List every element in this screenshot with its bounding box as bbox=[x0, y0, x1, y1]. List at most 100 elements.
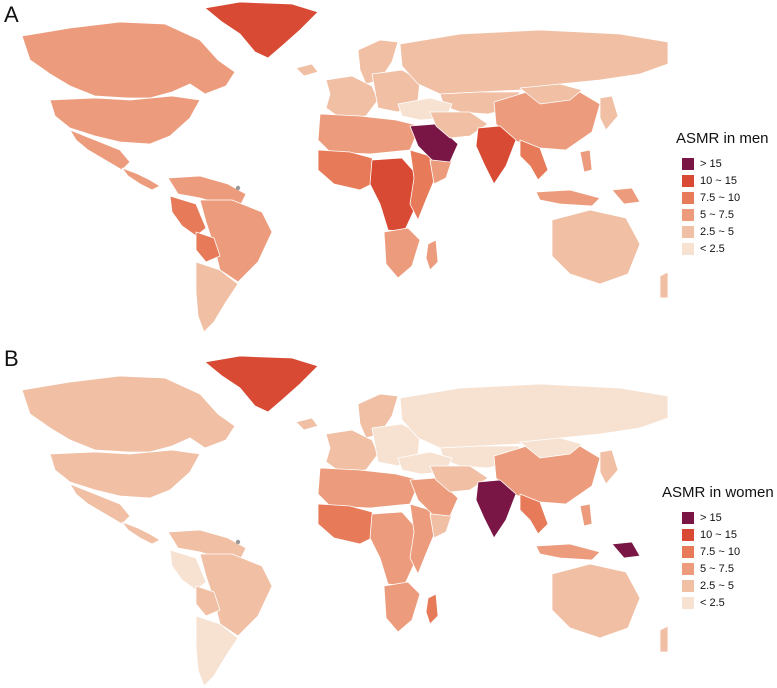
legend-item: < 2.5 bbox=[682, 594, 774, 611]
region-philippines bbox=[579, 503, 593, 527]
region-southern-africa bbox=[383, 581, 421, 633]
legend-item: 7.5 ~ 10 bbox=[682, 189, 769, 206]
region-usa bbox=[49, 449, 201, 499]
region-central-africa bbox=[369, 511, 419, 587]
legend-title: ASMR in women bbox=[662, 484, 774, 501]
region-central-africa bbox=[369, 157, 419, 233]
region-mongolia bbox=[519, 437, 583, 459]
region-western-europe bbox=[325, 75, 379, 119]
legend-label: 5 ~ 7.5 bbox=[700, 208, 734, 221]
legend-swatch bbox=[682, 511, 694, 524]
legend-swatch bbox=[682, 208, 694, 221]
region-horn-africa bbox=[429, 159, 453, 185]
region-north-africa bbox=[317, 467, 421, 509]
region-madagascar bbox=[425, 239, 439, 271]
legend-title: ASMR in men bbox=[676, 130, 769, 147]
region-iceland bbox=[295, 63, 319, 77]
region-greenland bbox=[204, 355, 319, 413]
region-southeast-asia bbox=[519, 493, 549, 535]
region-bolivia bbox=[195, 585, 221, 617]
region-madagascar bbox=[425, 593, 439, 625]
legend-item: 10 ~ 15 bbox=[682, 172, 769, 189]
legend-label: 2.5 ~ 5 bbox=[700, 225, 734, 238]
legend-label: 5 ~ 7.5 bbox=[700, 562, 734, 575]
region-new-zealand bbox=[659, 625, 669, 653]
region-brazil bbox=[199, 553, 273, 637]
region-iran-middle-east bbox=[429, 111, 489, 139]
region-west-africa bbox=[317, 149, 381, 191]
region-south-america-south bbox=[195, 261, 239, 333]
legend-swatch bbox=[682, 579, 694, 592]
region-central-america bbox=[121, 167, 161, 191]
legend-item: 7.5 ~ 10 bbox=[682, 543, 774, 560]
region-russia bbox=[399, 383, 669, 449]
region-greenland bbox=[204, 1, 319, 59]
region-iceland bbox=[295, 417, 319, 431]
legend-swatch bbox=[682, 562, 694, 575]
legend-item: > 15 bbox=[682, 509, 774, 526]
legend-label: 10 ~ 15 bbox=[700, 174, 738, 187]
region-png bbox=[611, 187, 641, 205]
legend-swatch bbox=[682, 174, 694, 187]
legend-label: 7.5 ~ 10 bbox=[700, 191, 741, 204]
legend-item: > 15 bbox=[682, 155, 769, 172]
legend-swatch bbox=[682, 545, 694, 558]
region-brazil bbox=[199, 199, 273, 283]
region-india bbox=[475, 125, 517, 185]
region-india bbox=[475, 479, 517, 539]
legend-label: < 2.5 bbox=[700, 242, 725, 255]
legend-item: < 2.5 bbox=[682, 240, 769, 257]
region-australia bbox=[551, 563, 641, 639]
region-mexico bbox=[69, 483, 131, 525]
region-central-america bbox=[121, 521, 161, 545]
region-japan-korea bbox=[599, 95, 619, 131]
legend-item: 10 ~ 15 bbox=[682, 526, 774, 543]
legend-items: > 15 10 ~ 15 7.5 ~ 10 5 ~ 7.5 2.5 ~ 5 < 2.5 bbox=[676, 155, 769, 257]
region-philippines bbox=[579, 149, 593, 173]
region-horn-africa bbox=[429, 513, 453, 539]
legend-item: 2.5 ~ 5 bbox=[682, 223, 769, 240]
region-mongolia bbox=[519, 83, 583, 105]
region-nodata bbox=[235, 539, 241, 545]
legend-swatch bbox=[682, 191, 694, 204]
region-scandinavia bbox=[357, 39, 399, 85]
region-new-zealand bbox=[659, 271, 669, 299]
legend-swatch bbox=[682, 225, 694, 238]
legend-items: > 15 10 ~ 15 7.5 ~ 10 5 ~ 7.5 2.5 ~ 5 < 2.5 bbox=[662, 509, 774, 611]
world-map-men bbox=[21, 1, 669, 333]
legend-label: < 2.5 bbox=[700, 596, 725, 609]
panel-a: A ASMR in men > 15 10 ~ 15 7.5 ~ 10 5 ~ 7.5… bbox=[0, 0, 777, 334]
region-australia bbox=[551, 209, 641, 285]
region-north-africa bbox=[317, 113, 421, 155]
legend-label: > 15 bbox=[700, 511, 722, 524]
legend-swatch bbox=[682, 157, 694, 170]
region-russia bbox=[399, 29, 669, 95]
panel-letter: A bbox=[4, 2, 19, 27]
legend-item: 2.5 ~ 5 bbox=[682, 577, 774, 594]
region-indonesia bbox=[535, 543, 601, 561]
region-canada bbox=[21, 21, 236, 99]
region-usa bbox=[49, 95, 201, 145]
region-western-europe bbox=[325, 429, 379, 473]
region-bolivia bbox=[195, 231, 221, 263]
legend-swatch bbox=[682, 242, 694, 255]
region-south-america-south bbox=[195, 615, 239, 687]
region-indonesia bbox=[535, 189, 601, 207]
region-png bbox=[611, 541, 641, 559]
legend-swatch bbox=[682, 596, 694, 609]
region-nodata bbox=[235, 185, 241, 191]
legend-label: 7.5 ~ 10 bbox=[700, 545, 741, 558]
region-mexico bbox=[69, 129, 131, 171]
region-canada bbox=[21, 375, 236, 453]
panel-letter: B bbox=[4, 346, 19, 371]
world-map-women bbox=[21, 355, 669, 687]
region-japan-korea bbox=[599, 449, 619, 485]
legend-label: > 15 bbox=[700, 157, 722, 170]
legend-women: ASMR in women > 15 10 ~ 15 7.5 ~ 10 5 ~ 7.5… bbox=[662, 484, 774, 611]
legend-label: 10 ~ 15 bbox=[700, 528, 738, 541]
legend-swatch bbox=[682, 528, 694, 541]
legend-label: 2.5 ~ 5 bbox=[700, 579, 734, 592]
region-west-africa bbox=[317, 503, 381, 545]
region-southeast-asia bbox=[519, 139, 549, 181]
panel-b: B ASMR in women > 15 10 ~ 15 7.5 ~ 10 5 ~ 7… bbox=[0, 344, 777, 688]
